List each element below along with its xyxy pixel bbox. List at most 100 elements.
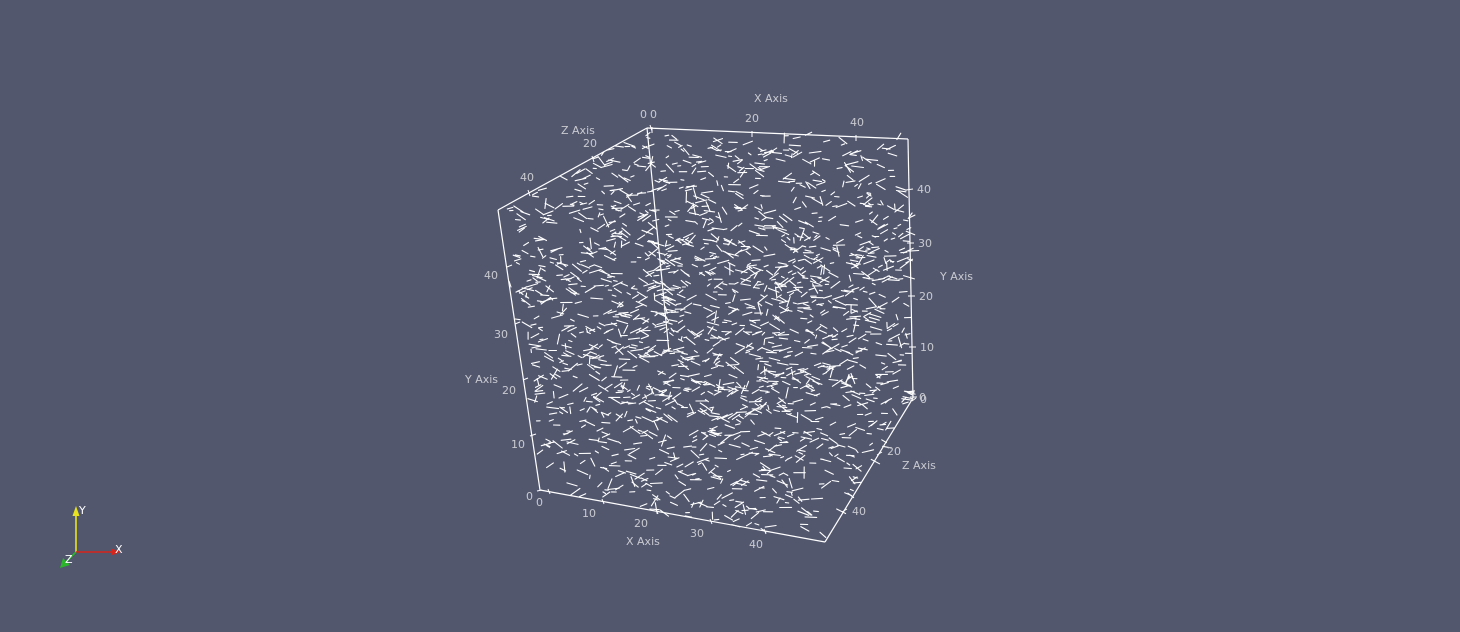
vector-glyph xyxy=(712,413,720,414)
vector-glyph xyxy=(612,295,616,296)
tick-label: 20 xyxy=(502,384,516,397)
vector-glyph xyxy=(575,189,581,191)
vector-glyph xyxy=(896,191,906,192)
vector-glyph xyxy=(766,392,770,393)
vector-glyph xyxy=(693,188,696,199)
vector-glyph xyxy=(766,309,768,315)
vector-glyph xyxy=(789,259,795,262)
vector-glyph xyxy=(814,236,820,240)
vector-glyph xyxy=(888,206,895,210)
vector-glyph xyxy=(729,444,740,447)
vector-glyph xyxy=(602,446,609,449)
tick-label: 20 xyxy=(583,137,597,150)
tick-label: 10 xyxy=(582,507,596,520)
vector-glyph xyxy=(887,344,898,345)
vector-glyph xyxy=(522,322,532,328)
vector-glyph xyxy=(808,321,812,323)
vector-glyph xyxy=(882,366,887,369)
vector-glyph xyxy=(599,270,610,274)
vector-glyph xyxy=(594,285,603,286)
vector-glyph xyxy=(773,383,777,384)
vector-glyph xyxy=(823,363,831,365)
vector-glyph xyxy=(887,145,896,149)
vector-glyph xyxy=(704,384,711,385)
vector-glyph xyxy=(884,216,889,219)
vector-glyph xyxy=(798,310,803,312)
vector-glyph xyxy=(633,366,637,368)
vector-glyph xyxy=(819,290,822,291)
vector-glyph xyxy=(865,394,874,395)
tick-label: 40 xyxy=(484,269,498,282)
vector-glyph xyxy=(787,371,795,376)
vector-glyph xyxy=(888,153,897,156)
vector-glyph xyxy=(714,519,719,520)
vector-glyph xyxy=(801,415,811,421)
vector-glyph xyxy=(705,375,712,377)
vector-glyph xyxy=(571,319,575,321)
vector-glyph xyxy=(822,439,829,441)
vector-glyph xyxy=(858,184,861,189)
vector-glyph xyxy=(631,310,639,314)
vector-glyph xyxy=(599,209,603,210)
vector-glyph xyxy=(668,236,673,239)
vector-glyph xyxy=(801,318,807,319)
vector-glyph xyxy=(855,319,860,320)
vector-glyph xyxy=(793,303,796,304)
vector-glyph xyxy=(909,391,914,392)
vector-glyph xyxy=(564,275,569,277)
vector-glyph xyxy=(689,430,698,435)
vector-glyph xyxy=(558,358,562,361)
vector-glyph xyxy=(543,211,553,215)
vector-glyph xyxy=(648,191,654,192)
vector-glyph xyxy=(660,294,670,300)
vector-glyph xyxy=(555,204,562,209)
vector-glyph xyxy=(781,457,784,458)
vector-glyph xyxy=(817,304,824,305)
vector-glyph xyxy=(666,492,669,494)
vector-glyph xyxy=(692,387,700,391)
vector-glyph xyxy=(666,400,676,405)
vector-glyph xyxy=(811,276,822,278)
vector-glyph xyxy=(635,164,639,165)
vector-glyph xyxy=(560,412,563,414)
vector-glyph xyxy=(563,363,568,365)
vector-glyph xyxy=(881,201,883,205)
vector-glyph xyxy=(693,440,697,442)
vector-glyph xyxy=(755,218,759,219)
vector-glyph xyxy=(795,341,800,342)
vector-glyph xyxy=(775,428,781,429)
vector-glyph xyxy=(580,388,588,392)
vector-glyph xyxy=(731,226,737,231)
vector-glyph xyxy=(545,356,554,361)
vector-glyph xyxy=(897,257,908,261)
vector-glyph xyxy=(902,399,911,400)
vector-glyph xyxy=(618,442,621,444)
vector-glyph xyxy=(891,238,895,239)
vector-glyph xyxy=(708,391,713,394)
vector-glyph xyxy=(634,443,642,444)
vector-glyph xyxy=(654,499,658,501)
vector-glyph xyxy=(772,389,780,393)
vector-glyph xyxy=(893,386,898,388)
vector-glyph xyxy=(865,413,871,415)
vector-glyph xyxy=(811,173,815,175)
vector-glyph xyxy=(837,168,842,169)
vector-glyph xyxy=(532,346,541,348)
tick-label: 20 xyxy=(634,517,648,530)
vector-glyph xyxy=(610,230,614,232)
vector-glyph xyxy=(656,469,663,474)
vector-glyph xyxy=(849,430,856,436)
vector-glyph xyxy=(882,363,885,364)
vector-glyph xyxy=(854,298,858,299)
vector-glyph xyxy=(849,275,851,281)
vector-glyph xyxy=(611,236,616,237)
vector-glyph xyxy=(651,311,657,312)
vector-glyph xyxy=(764,160,767,161)
vector-glyph xyxy=(584,398,586,402)
vector-glyph xyxy=(817,429,822,430)
vector-glyph xyxy=(812,198,822,203)
vector-glyph xyxy=(881,230,888,234)
vector-glyph xyxy=(529,344,541,346)
